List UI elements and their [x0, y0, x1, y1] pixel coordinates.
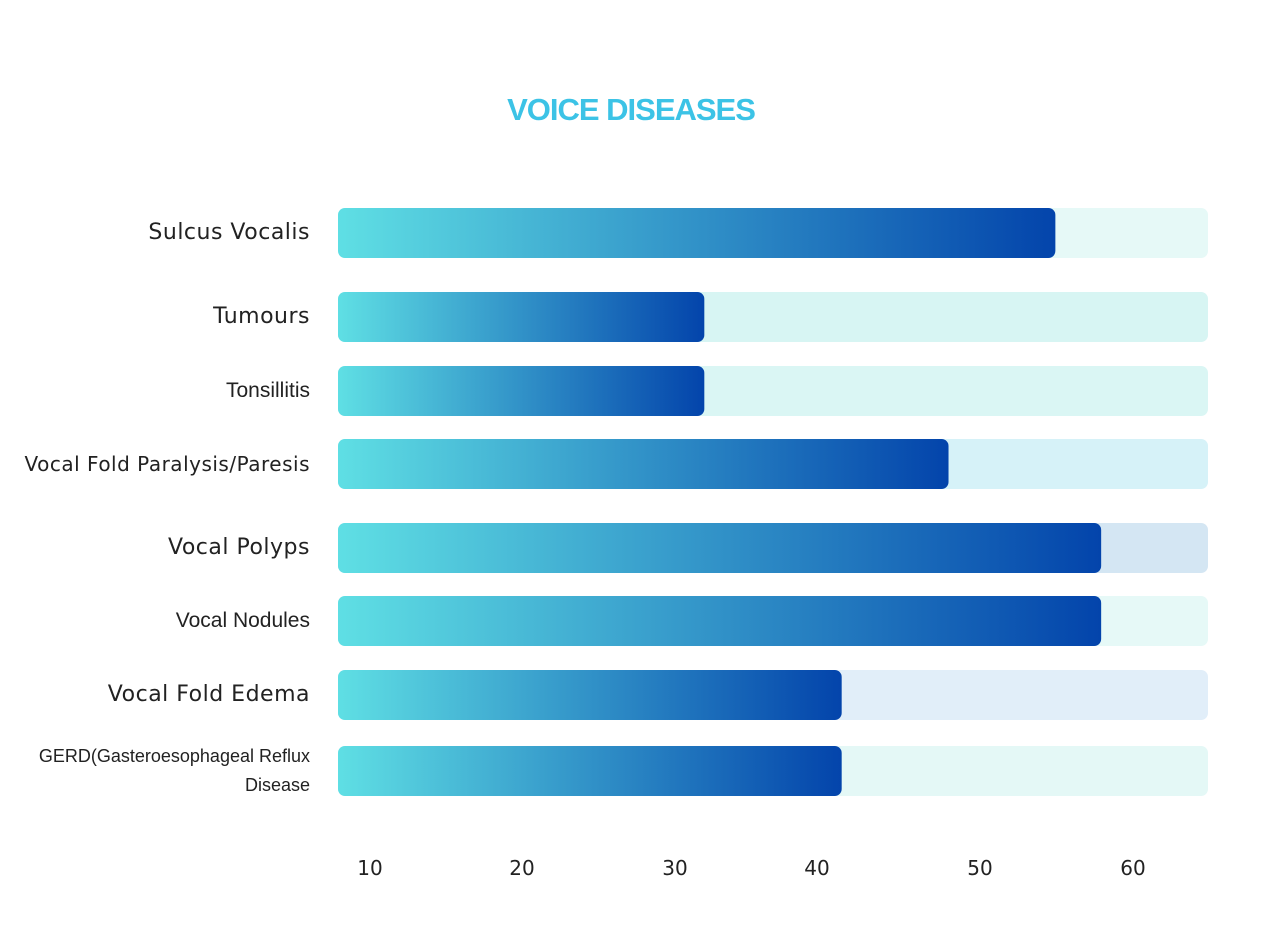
chart-title: VOICE DISEASES — [507, 92, 756, 127]
category-label: Vocal Fold Edema — [107, 682, 310, 707]
bar — [338, 746, 842, 796]
x-tick-label: 50 — [967, 856, 993, 880]
bar — [338, 596, 1102, 646]
category-label: Vocal Fold Paralysis/Paresis — [24, 452, 310, 476]
x-tick-label: 60 — [1120, 856, 1146, 880]
category-label: Tumours — [213, 304, 310, 329]
category-label: Vocal Nodules — [175, 609, 310, 632]
bar — [338, 670, 842, 720]
x-tick-label: 30 — [662, 856, 688, 880]
x-tick-label: 40 — [804, 856, 830, 880]
category-label: Sulcus Vocalis — [148, 220, 310, 245]
x-tick-label: 10 — [357, 856, 383, 880]
bar — [338, 292, 705, 342]
bar — [338, 208, 1056, 258]
bar — [338, 366, 705, 416]
bar — [338, 439, 949, 489]
category-label: Tonsillitis — [225, 379, 310, 402]
bar — [338, 523, 1102, 573]
category-label: Vocal Polyps — [168, 535, 310, 560]
x-tick-label: 20 — [509, 856, 535, 880]
category-label: GERD(Gasteroesophageal Reflux Disease — [38, 746, 310, 795]
